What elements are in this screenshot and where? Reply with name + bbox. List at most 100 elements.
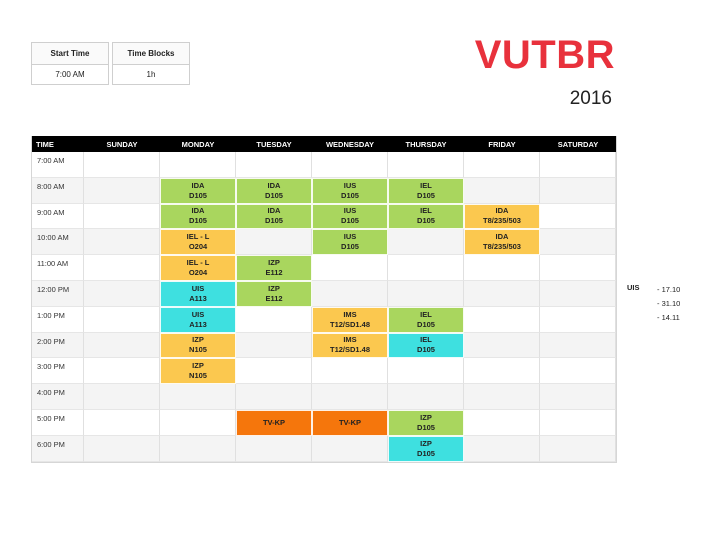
class-event[interactable]: UIS A113 xyxy=(160,306,236,333)
time-blocks-setting[interactable]: Time Blocks 1h xyxy=(112,42,190,85)
schedule-cell[interactable] xyxy=(84,409,160,436)
class-event[interactable]: IEL - L O204 xyxy=(160,229,236,256)
schedule-cell[interactable] xyxy=(388,384,464,410)
schedule-cell[interactable] xyxy=(236,306,312,333)
class-event[interactable]: IEL D105 xyxy=(388,332,464,359)
schedule-cell[interactable] xyxy=(464,306,540,333)
class-event[interactable]: IUS D105 xyxy=(312,177,388,204)
time-blocks-value[interactable]: 1h xyxy=(146,70,156,79)
schedule-cell[interactable] xyxy=(84,177,160,204)
class-event[interactable]: IZP N105 xyxy=(160,332,236,359)
schedule-cell[interactable] xyxy=(388,255,464,281)
class-room: E112 xyxy=(265,293,283,303)
schedule-cell[interactable] xyxy=(312,384,388,410)
class-event[interactable]: TV-KP xyxy=(236,410,312,436)
schedule-cell[interactable] xyxy=(540,177,616,204)
schedule-cell[interactable] xyxy=(388,152,464,178)
schedule-cell[interactable] xyxy=(540,203,616,230)
schedule-cell[interactable] xyxy=(84,358,160,385)
class-event[interactable]: IDA T8/235/503 xyxy=(464,203,540,230)
class-event[interactable]: IZP D105 xyxy=(388,410,464,436)
class-event[interactable]: IZP D105 xyxy=(388,435,464,462)
schedule-cell[interactable] xyxy=(84,280,160,307)
schedule-cell[interactable] xyxy=(312,280,388,307)
class-event[interactable]: IDA D105 xyxy=(160,203,236,230)
class-event[interactable]: UIS A113 xyxy=(160,281,236,307)
day-header-friday: FRIDAY xyxy=(464,136,540,152)
side-note-date: - 17.10 xyxy=(657,285,681,294)
schedule-cell[interactable] xyxy=(540,435,616,462)
schedule-cell[interactable] xyxy=(84,435,160,462)
schedule-cell[interactable] xyxy=(84,203,160,230)
schedule-cell[interactable] xyxy=(540,255,616,281)
schedule-cell[interactable] xyxy=(160,435,236,462)
schedule-cell[interactable] xyxy=(388,358,464,385)
class-course: IDA xyxy=(267,180,281,190)
class-event[interactable]: IDA D105 xyxy=(160,177,236,204)
class-event[interactable]: IZP N105 xyxy=(160,358,236,385)
schedule-cell[interactable] xyxy=(464,384,540,410)
class-course: IZP xyxy=(420,412,432,422)
class-event[interactable]: IEL - L O204 xyxy=(160,255,236,281)
schedule-cell[interactable] xyxy=(464,152,540,178)
class-event[interactable]: IUS D105 xyxy=(312,203,388,230)
schedule-cell[interactable] xyxy=(160,152,236,178)
class-event[interactable]: IDA D105 xyxy=(236,177,312,204)
schedule-cell[interactable] xyxy=(540,332,616,359)
schedule-cell[interactable] xyxy=(540,229,616,256)
class-event[interactable]: IEL D105 xyxy=(388,177,464,204)
class-room: T12/SD1.48 xyxy=(329,345,371,355)
schedule-cell[interactable] xyxy=(540,409,616,436)
schedule-cell[interactable] xyxy=(312,435,388,462)
schedule-cell[interactable] xyxy=(540,384,616,410)
class-event[interactable]: IMS T12/SD1.48 xyxy=(312,306,388,333)
class-room: D105 xyxy=(417,216,435,226)
class-room: D105 xyxy=(417,422,435,432)
schedule-cell[interactable] xyxy=(160,409,236,436)
schedule-cell[interactable] xyxy=(464,177,540,204)
class-event[interactable]: IZP E112 xyxy=(236,255,312,281)
schedule-cell[interactable] xyxy=(464,280,540,307)
schedule-cell[interactable] xyxy=(540,306,616,333)
schedule-cell[interactable] xyxy=(236,332,312,359)
schedule-cell[interactable] xyxy=(464,255,540,281)
schedule-cell[interactable] xyxy=(464,358,540,385)
schedule-cell[interactable] xyxy=(540,358,616,385)
class-event[interactable]: IDA T8/235/503 xyxy=(464,229,540,256)
schedule-cell[interactable] xyxy=(236,358,312,385)
schedule-cell[interactable] xyxy=(312,358,388,385)
schedule-cell[interactable] xyxy=(160,384,236,410)
class-course: IDA xyxy=(267,206,281,216)
class-event[interactable]: IZP E112 xyxy=(236,281,312,307)
schedule-cell[interactable] xyxy=(312,255,388,281)
schedule-cell[interactable] xyxy=(464,332,540,359)
class-event[interactable]: IEL D105 xyxy=(388,203,464,230)
schedule-cell[interactable] xyxy=(84,152,160,178)
class-event[interactable]: IDA D105 xyxy=(236,203,312,230)
schedule-cell[interactable] xyxy=(540,152,616,178)
schedule-cell[interactable] xyxy=(388,280,464,307)
class-event[interactable]: IEL D105 xyxy=(388,306,464,333)
schedule-cell[interactable] xyxy=(388,229,464,256)
schedule-cell[interactable] xyxy=(236,435,312,462)
class-course: IZP xyxy=(192,335,204,345)
schedule-cell[interactable] xyxy=(312,152,388,178)
start-time-value[interactable]: 7:00 AM xyxy=(55,70,85,79)
class-course: IZP xyxy=(192,361,204,371)
schedule-cell[interactable] xyxy=(464,409,540,436)
schedule-cell[interactable] xyxy=(540,280,616,307)
schedule-cell[interactable] xyxy=(84,306,160,333)
start-time-setting[interactable]: Start Time 7:00 AM xyxy=(31,42,109,85)
class-course: IMS xyxy=(343,309,357,319)
class-event[interactable]: TV-KP xyxy=(312,410,388,436)
schedule-cell[interactable] xyxy=(84,332,160,359)
schedule-cell[interactable] xyxy=(84,384,160,410)
schedule-cell[interactable] xyxy=(236,152,312,178)
schedule-cell[interactable] xyxy=(84,255,160,281)
class-event[interactable]: IUS D105 xyxy=(312,229,388,256)
schedule-cell[interactable] xyxy=(84,229,160,256)
schedule-cell[interactable] xyxy=(464,435,540,462)
schedule-cell[interactable] xyxy=(236,384,312,410)
schedule-cell[interactable] xyxy=(236,229,312,256)
class-event[interactable]: IMS T12/SD1.48 xyxy=(312,332,388,359)
